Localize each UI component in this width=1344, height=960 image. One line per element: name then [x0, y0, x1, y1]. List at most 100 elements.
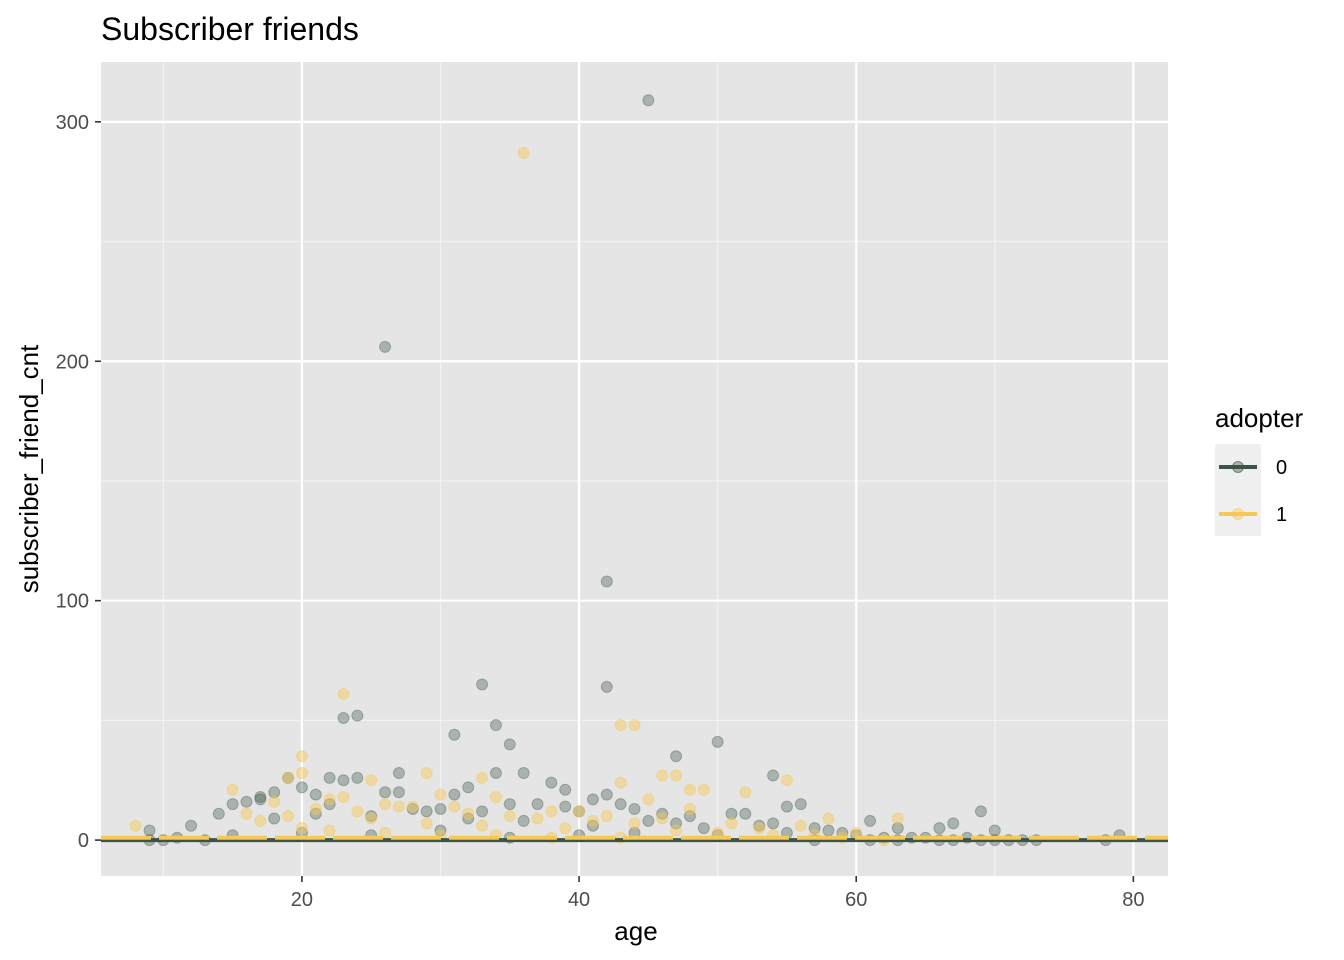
data-point-adopter-0: [406, 802, 419, 815]
data-point-adopter-1: [282, 771, 295, 784]
data-point-adopter-1: [656, 812, 669, 825]
data-point-adopter-0: [351, 709, 364, 722]
legend-key-point-0: [1232, 461, 1244, 473]
data-point-adopter-0: [628, 802, 641, 815]
legend-key-point-1: [1232, 508, 1244, 520]
data-point-adopter-0: [642, 94, 655, 107]
data-point-adopter-1: [365, 774, 378, 787]
data-point-adopter-0: [392, 786, 405, 799]
data-point-adopter-0: [767, 769, 780, 782]
data-point-adopter-0: [282, 771, 295, 784]
data-point-adopter-1: [586, 814, 599, 827]
data-point-adopter-1: [628, 719, 641, 732]
data-point-adopter-0: [420, 805, 433, 818]
data-point-adopter-0: [642, 814, 655, 827]
data-point-adopter-1: [683, 802, 696, 815]
data-point-adopter-1: [600, 810, 613, 823]
data-point-adopter-1: [891, 812, 904, 825]
data-point-adopter-0: [614, 798, 627, 811]
data-point-adopter-1: [628, 817, 641, 830]
data-point-adopter-0: [448, 788, 461, 801]
data-point-adopter-0: [476, 678, 489, 691]
data-point-adopter-1: [129, 819, 142, 832]
data-point-adopter-0: [240, 795, 253, 808]
data-point-adopter-0: [323, 798, 336, 811]
data-point-adopter-1: [323, 793, 336, 806]
data-point-adopter-1: [476, 771, 489, 784]
data-point-adopter-1: [489, 790, 502, 803]
data-point-adopter-1: [420, 767, 433, 780]
data-point-adopter-1: [337, 688, 350, 701]
x-tick-label: 80: [1122, 889, 1144, 911]
data-point-adopter-0: [379, 786, 392, 799]
data-point-adopter-1: [240, 807, 253, 820]
data-point-adopter-0: [268, 786, 281, 799]
data-point-adopter-1: [406, 800, 419, 813]
data-point-adopter-0: [365, 810, 378, 823]
data-point-adopter-1: [753, 822, 766, 835]
data-point-adopter-1: [822, 812, 835, 825]
y-tick-label: 100: [56, 591, 89, 613]
data-point-adopter-1: [282, 810, 295, 823]
data-point-adopter-1: [656, 769, 669, 782]
data-point-adopter-1: [337, 790, 350, 803]
data-point-adopter-0: [185, 819, 198, 832]
data-point-adopter-1: [780, 774, 793, 787]
data-point-adopter-0: [295, 781, 308, 794]
minor-gridlines: [101, 62, 1168, 876]
data-point-adopter-0: [794, 798, 807, 811]
data-point-adopter-1: [559, 822, 572, 835]
data-point-adopter-0: [254, 793, 267, 806]
data-point-adopter-1: [517, 146, 530, 159]
data-point-adopter-0: [545, 776, 558, 789]
data-point-adopter-1: [503, 810, 516, 823]
data-point-adopter-0: [670, 817, 683, 830]
data-point-adopter-0: [268, 812, 281, 825]
data-point-adopter-1: [351, 805, 364, 818]
data-point-adopter-1: [545, 805, 558, 818]
data-point-adopter-1: [323, 824, 336, 837]
data-point-adopter-1: [254, 814, 267, 827]
data-point-adopter-1: [670, 824, 683, 837]
x-tick-label: 60: [845, 889, 867, 911]
data-point-adopter-1: [794, 819, 807, 832]
data-point-adopter-1: [268, 795, 281, 808]
data-point-adopter-0: [434, 802, 447, 815]
data-point-adopter-1: [295, 822, 308, 835]
data-point-adopter-0: [351, 771, 364, 784]
y-axis-ticks: 0 100 200 300: [56, 112, 101, 852]
data-point-adopter-1: [573, 805, 586, 818]
data-point-adopter-0: [559, 800, 572, 813]
series-lines: [101, 835, 1168, 843]
data-point-adopter-1: [392, 800, 405, 813]
data-point-adopter-0: [379, 340, 392, 353]
y-axis-title: subscriber_friend_cnt: [14, 344, 44, 593]
data-point-adopter-0: [531, 798, 544, 811]
data-point-adopter-0: [489, 719, 502, 732]
data-point-adopter-0: [392, 767, 405, 780]
data-point-adopter-1: [642, 793, 655, 806]
data-point-adopter-1: [531, 812, 544, 825]
data-point-adopter-0: [309, 788, 322, 801]
data-point-adopter-0: [462, 812, 475, 825]
data-point-adopter-1: [462, 807, 475, 820]
data-point-adopter-0: [656, 807, 669, 820]
data-point-adopter-0: [767, 817, 780, 830]
data-point-adopter-1: [614, 719, 627, 732]
data-point-adopter-0: [891, 822, 904, 835]
data-point-adopter-0: [711, 735, 724, 748]
legend-key-background: [1215, 444, 1261, 536]
data-point-adopter-0: [226, 798, 239, 811]
data-point-adopter-0: [489, 767, 502, 780]
chart-title: Subscriber friends: [101, 11, 359, 47]
data-point-adopter-1: [309, 802, 322, 815]
data-point-adopter-0: [448, 728, 461, 741]
data-point-adopter-0: [254, 790, 267, 803]
legend-label-0: 0: [1276, 457, 1287, 479]
data-point-adopter-1: [739, 786, 752, 799]
data-point-adopter-0: [517, 814, 530, 827]
data-point-adopter-0: [212, 807, 225, 820]
data-point-adopter-0: [586, 819, 599, 832]
data-point-adopter-0: [476, 805, 489, 818]
